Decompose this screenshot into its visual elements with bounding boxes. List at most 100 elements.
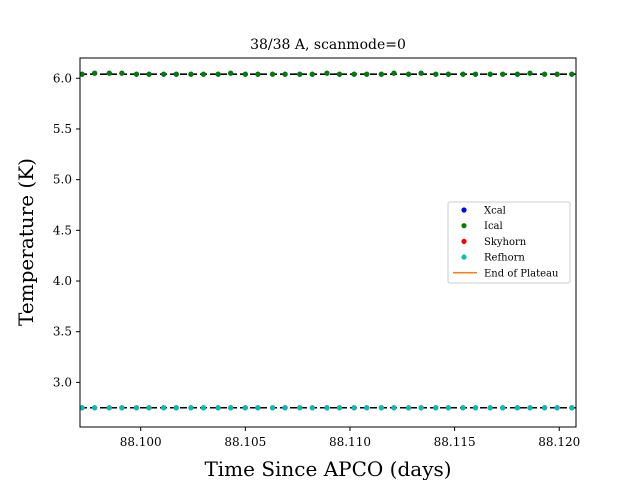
- point-refhorn: [364, 405, 370, 411]
- point-ical: [542, 71, 548, 77]
- x-tick-label: 88.110: [329, 435, 371, 449]
- point-ical: [405, 71, 412, 77]
- point-refhorn: [309, 405, 315, 411]
- point-ical: [200, 71, 207, 77]
- point-refhorn: [133, 405, 140, 411]
- point-ical: [378, 71, 384, 77]
- point-refhorn: [405, 405, 412, 411]
- point-ical: [364, 71, 370, 77]
- point-refhorn: [79, 405, 85, 411]
- point-ical: [119, 70, 125, 76]
- point-refhorn: [282, 405, 288, 411]
- point-refhorn: [554, 405, 560, 411]
- point-ical: [161, 71, 167, 77]
- point-refhorn: [269, 405, 276, 411]
- plot-frame: [79, 57, 577, 428]
- point-ical: [173, 71, 179, 77]
- point-ical: [391, 70, 397, 76]
- point-ical: [215, 71, 221, 77]
- point-refhorn: [106, 405, 112, 411]
- point-refhorn: [119, 405, 125, 411]
- point-refhorn: [297, 405, 303, 411]
- legend-label: Skyhorn: [484, 237, 527, 248]
- y-tick-label: 4.0: [53, 274, 72, 288]
- legend-label: Xcal: [484, 206, 506, 217]
- point-ical: [297, 71, 303, 77]
- legend-marker: [461, 223, 467, 229]
- point-refhorn: [445, 405, 451, 411]
- y-axis: 3.0 3.5 4.0 4.5 5.0 5.5 6.0: [53, 71, 80, 389]
- point-ical: [269, 71, 276, 77]
- point-refhorn: [161, 405, 167, 411]
- x-axis: 88.100 88.105 88.110 88.115 88.120: [120, 427, 580, 449]
- chart-title: 38/38 A, scanmode=0: [250, 37, 406, 53]
- point-ical: [79, 71, 85, 77]
- x-tick-label: 88.105: [224, 435, 266, 449]
- y-tick-label: 4.5: [53, 223, 72, 237]
- point-ical: [282, 71, 288, 77]
- point-ical: [309, 71, 315, 77]
- point-refhorn: [378, 405, 384, 411]
- point-ical: [433, 71, 439, 77]
- point-refhorn: [527, 405, 533, 411]
- y-tick-label: 3.0: [53, 375, 72, 389]
- point-refhorn: [514, 405, 521, 411]
- point-refhorn: [228, 405, 234, 411]
- point-ical: [324, 70, 330, 76]
- point-ical: [255, 71, 261, 77]
- x-tick-label: 88.115: [434, 435, 476, 449]
- legend-marker: [461, 238, 467, 244]
- point-ical: [460, 71, 466, 77]
- legend-box: [447, 201, 571, 284]
- legend-label: Ical: [484, 221, 503, 232]
- point-refhorn: [336, 405, 343, 411]
- point-refhorn: [324, 405, 330, 411]
- point-ical: [242, 71, 248, 77]
- point-refhorn: [472, 405, 479, 411]
- legend-marker: [461, 207, 467, 213]
- y-tick-label: 5.0: [53, 173, 72, 187]
- point-refhorn: [500, 405, 506, 411]
- point-refhorn: [569, 405, 575, 411]
- point-ical: [146, 71, 152, 77]
- point-refhorn: [460, 405, 466, 411]
- point-ical: [133, 71, 140, 77]
- legend-label: Refhorn: [484, 253, 525, 264]
- point-refhorn: [433, 405, 439, 411]
- point-refhorn: [542, 405, 548, 411]
- point-ical: [106, 70, 112, 76]
- point-refhorn: [487, 405, 493, 411]
- point-refhorn: [242, 405, 248, 411]
- point-ical: [92, 70, 98, 76]
- point-refhorn: [173, 405, 179, 411]
- legend-label: End of Plateau: [484, 268, 559, 279]
- point-refhorn: [200, 405, 207, 411]
- y-tick-label: 3.5: [53, 325, 72, 339]
- point-refhorn: [215, 405, 221, 411]
- point-refhorn: [255, 405, 261, 411]
- point-ical: [228, 70, 234, 76]
- point-ical: [336, 71, 343, 77]
- x-axis-label: Time Since APCO (days): [204, 457, 451, 480]
- legend-marker: [461, 254, 467, 260]
- point-ical: [527, 70, 533, 76]
- point-refhorn: [146, 405, 152, 411]
- point-refhorn: [92, 405, 98, 411]
- point-ical: [569, 71, 575, 77]
- point-refhorn: [351, 405, 357, 411]
- data-points: [79, 70, 575, 411]
- x-tick-label: 88.120: [538, 435, 580, 449]
- y-axis-label: Temperature (K): [14, 158, 38, 326]
- point-ical: [188, 71, 194, 77]
- point-refhorn: [418, 405, 424, 411]
- point-ical: [418, 70, 424, 76]
- point-ical: [487, 71, 493, 77]
- y-tick-label: 6.0: [53, 71, 72, 85]
- point-refhorn: [188, 405, 194, 411]
- point-ical: [472, 71, 479, 77]
- legend: Xcal Ical Skyhorn Refhorn End of Plateau: [447, 201, 571, 284]
- point-ical: [351, 71, 357, 77]
- point-ical: [500, 71, 506, 77]
- point-refhorn: [391, 405, 397, 411]
